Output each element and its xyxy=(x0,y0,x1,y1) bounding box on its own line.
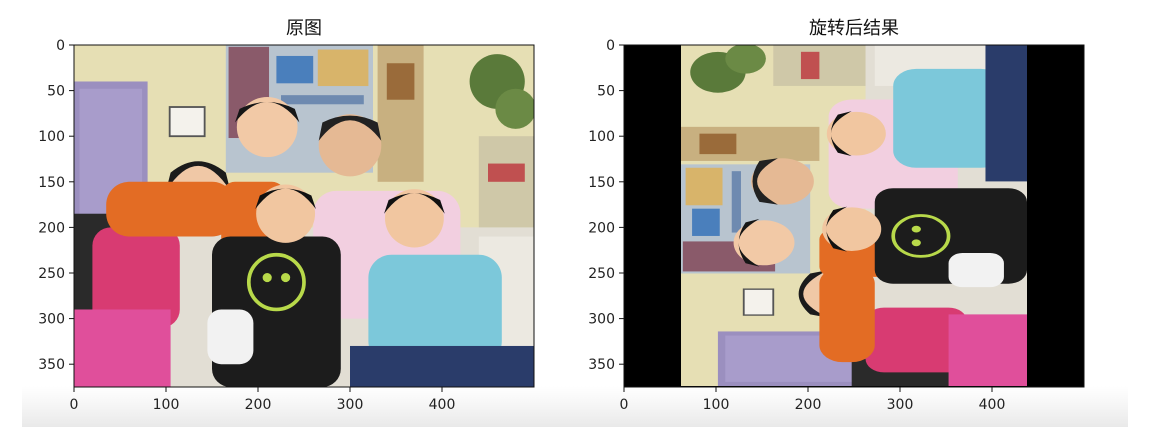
x-tick-label: 100 xyxy=(703,397,730,413)
y-tick-label: 150 xyxy=(38,175,65,191)
subplot-original: 原图 0 100 200 300 400 0 50 100 150 200 250 300 350 xyxy=(38,18,536,413)
subplot-title-original: 原图 xyxy=(286,18,322,39)
y-tick-label: 150 xyxy=(588,175,615,191)
axes-frame-rotated xyxy=(623,44,1085,388)
axis-ticks-rotated: 0 100 200 300 400 0 50 100 150 200 250 300 350 xyxy=(588,38,1005,413)
x-tick-label: 300 xyxy=(887,397,914,413)
x-tick-label: 400 xyxy=(979,397,1006,413)
image-original xyxy=(74,45,536,387)
y-tick-label: 0 xyxy=(606,38,615,54)
y-tick-label: 50 xyxy=(47,84,65,100)
y-tick-label: 300 xyxy=(38,312,65,328)
axes-frame-original xyxy=(73,44,535,388)
subplot-rotated: 旋转后结果 0 100 200 300 400 0 50 100 150 200 250 300 350 xyxy=(588,18,1085,413)
y-tick-label: 50 xyxy=(597,84,615,100)
x-tick-label: 300 xyxy=(337,397,364,413)
bottom-shade xyxy=(22,386,1128,427)
y-tick-label: 300 xyxy=(588,312,615,328)
subplot-title-rotated: 旋转后结果 xyxy=(809,18,899,39)
y-tick-label: 350 xyxy=(588,357,615,373)
y-tick-label: 200 xyxy=(588,220,615,236)
x-tick-label: 0 xyxy=(70,397,79,413)
y-tick-label: 100 xyxy=(588,129,615,145)
x-tick-label: 400 xyxy=(429,397,456,413)
x-tick-label: 100 xyxy=(153,397,180,413)
y-tick-label: 250 xyxy=(588,266,615,282)
y-tick-label: 200 xyxy=(38,220,65,236)
y-tick-label: 100 xyxy=(38,129,65,145)
y-tick-label: 250 xyxy=(38,266,65,282)
x-tick-label: 200 xyxy=(795,397,822,413)
x-tick-label: 0 xyxy=(620,397,629,413)
x-tick-label: 200 xyxy=(245,397,272,413)
axis-ticks-original: 0 100 200 300 400 0 50 100 150 200 250 300 350 xyxy=(38,38,455,413)
y-tick-label: 350 xyxy=(38,357,65,373)
y-tick-label: 0 xyxy=(56,38,65,54)
image-rotated xyxy=(681,44,1027,386)
